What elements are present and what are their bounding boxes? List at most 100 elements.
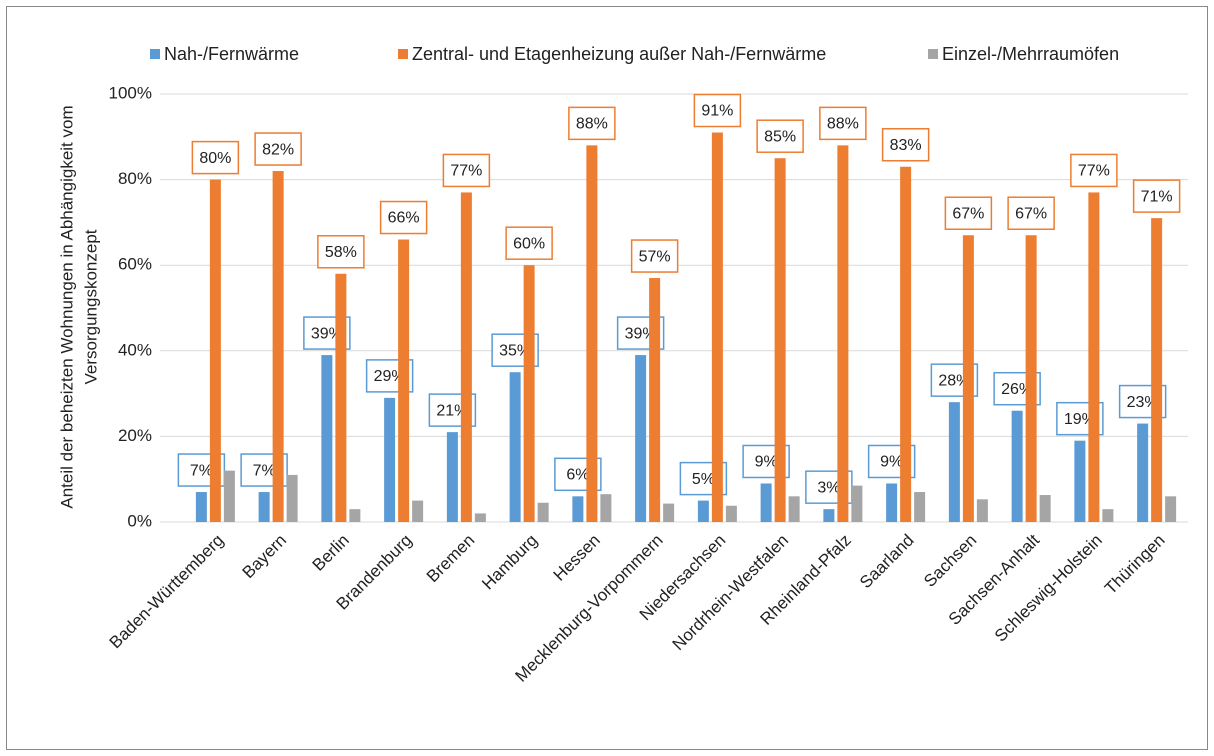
data-label: 3% xyxy=(817,479,840,496)
bar xyxy=(349,509,361,522)
legend-swatch xyxy=(398,49,408,59)
bar xyxy=(649,278,661,522)
bar xyxy=(837,145,849,523)
data-label: 28% xyxy=(938,372,970,389)
bar xyxy=(1102,509,1114,522)
data-label: 88% xyxy=(576,116,608,133)
bar xyxy=(823,509,835,522)
bar xyxy=(1039,495,1051,522)
bar xyxy=(635,355,647,522)
bar xyxy=(572,496,584,522)
data-label: 77% xyxy=(450,163,482,180)
bar xyxy=(851,485,863,522)
bar xyxy=(223,470,235,522)
data-label: 66% xyxy=(388,210,420,227)
bar xyxy=(412,500,424,522)
bar xyxy=(663,503,675,522)
data-label-box xyxy=(505,226,553,260)
legend-swatch xyxy=(928,49,938,59)
y-tick-label: 80% xyxy=(118,169,152,188)
bar xyxy=(209,179,221,522)
data-label-box xyxy=(442,153,491,188)
data-label: 80% xyxy=(199,150,231,167)
bar xyxy=(446,432,458,522)
bar xyxy=(976,499,988,522)
bar xyxy=(509,372,521,522)
data-label: 88% xyxy=(827,116,859,133)
data-label: 58% xyxy=(325,244,357,261)
bar xyxy=(1088,192,1100,522)
bar xyxy=(1165,496,1177,522)
bar xyxy=(900,166,912,522)
data-label-box xyxy=(379,200,428,235)
bar xyxy=(760,483,772,522)
bar xyxy=(1025,235,1037,523)
bar xyxy=(272,171,284,523)
data-label: 85% xyxy=(764,128,796,145)
data-label: 6% xyxy=(566,467,589,484)
data-label-box xyxy=(1070,153,1118,188)
data-label: 67% xyxy=(1015,205,1047,222)
data-label: 60% xyxy=(513,235,545,252)
bar xyxy=(537,502,549,522)
data-label-box xyxy=(881,128,930,162)
bar xyxy=(697,500,709,522)
data-label: 91% xyxy=(701,103,733,120)
bar xyxy=(335,273,347,522)
data-label-box xyxy=(1007,196,1055,230)
bar xyxy=(1137,423,1149,522)
data-label-box xyxy=(254,132,302,166)
data-label: 7% xyxy=(190,462,213,479)
data-label-box xyxy=(630,239,679,273)
data-label-box xyxy=(568,106,616,141)
data-label-box xyxy=(317,235,365,269)
data-label: 83% xyxy=(890,137,922,154)
data-label-box xyxy=(756,119,804,153)
data-label: 26% xyxy=(1001,381,1033,398)
legend-label: Zentral- und Etagenheizung außer Nah-/Fe… xyxy=(412,44,826,64)
legend-label: Einzel-/Mehrraumöfen xyxy=(942,44,1119,64)
bar xyxy=(711,132,723,522)
data-label: 19% xyxy=(1064,411,1096,428)
data-label: 9% xyxy=(880,454,903,471)
data-label: 67% xyxy=(952,205,984,222)
bar xyxy=(321,355,333,522)
data-label-box xyxy=(819,106,867,141)
y-tick-label: 0% xyxy=(127,511,152,530)
legend-label: Nah-/Fernwärme xyxy=(164,44,299,64)
bar xyxy=(886,483,898,522)
data-label: 9% xyxy=(755,454,778,471)
bar xyxy=(1074,440,1086,522)
bar xyxy=(286,474,298,522)
data-label-box xyxy=(944,196,993,230)
bar xyxy=(948,402,960,522)
data-label: 35% xyxy=(499,342,531,359)
y-tick-label: 100% xyxy=(109,83,152,102)
data-label-box xyxy=(191,140,240,175)
data-label: 39% xyxy=(311,325,343,342)
y-axis-title: Versorgungskonzept xyxy=(81,229,100,384)
bar xyxy=(1011,410,1023,522)
bar xyxy=(962,235,974,523)
data-label: 57% xyxy=(639,248,671,265)
data-label: 82% xyxy=(262,141,294,158)
bar xyxy=(474,513,486,522)
legend-swatch xyxy=(150,49,160,59)
data-label: 5% xyxy=(692,471,715,488)
data-label-box xyxy=(693,93,742,128)
bar xyxy=(788,496,800,522)
y-tick-label: 20% xyxy=(118,426,152,445)
bar xyxy=(523,265,535,522)
data-label: 23% xyxy=(1127,394,1159,411)
data-label: 7% xyxy=(253,462,276,479)
y-axis-title: Anteil der beheizten Wohnungen in Abhäng… xyxy=(57,105,76,508)
bar xyxy=(774,158,786,522)
data-label: 77% xyxy=(1078,163,1110,180)
bar xyxy=(600,494,612,522)
data-label: 29% xyxy=(374,368,406,385)
bar xyxy=(384,397,396,522)
data-label: 39% xyxy=(625,325,657,342)
bar xyxy=(586,145,598,523)
bar xyxy=(398,239,410,522)
y-tick-label: 60% xyxy=(118,255,152,274)
